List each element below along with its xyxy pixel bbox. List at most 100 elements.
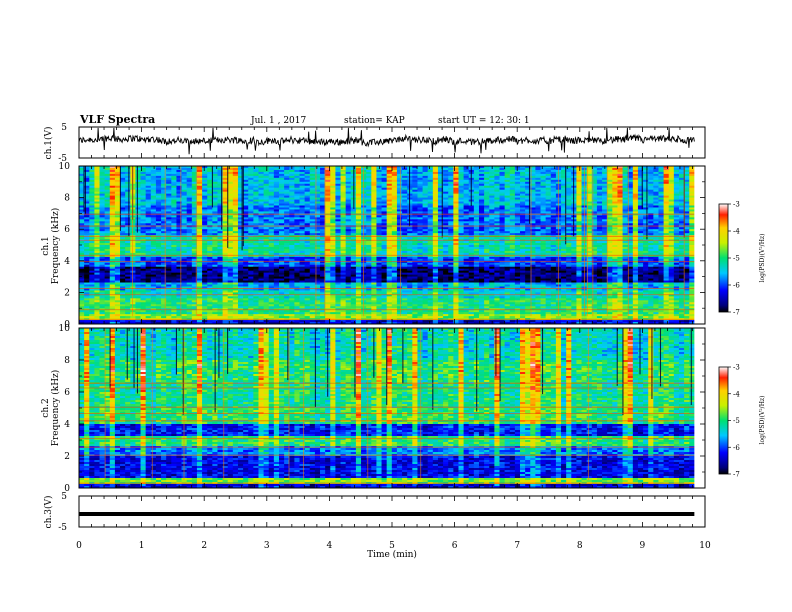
spectrogram-cell — [330, 177, 336, 181]
spectrogram-cell — [509, 185, 516, 189]
spectrogram-cell — [566, 167, 572, 171]
spectrogram-cell — [648, 177, 654, 181]
spectrogram-cell — [386, 173, 393, 177]
spectrogram-cell — [304, 201, 311, 204]
spectrogram-cell — [525, 201, 531, 204]
spectrogram-cell — [678, 175, 685, 179]
spectrogram-cell — [202, 187, 208, 191]
spectrogram-cell — [104, 197, 111, 200]
spectrogram-cell — [304, 193, 311, 197]
spectrogram-cell — [566, 201, 572, 204]
spectrogram-cell — [237, 197, 244, 200]
spectrogram-cell — [396, 181, 403, 185]
spectrogram-cell — [202, 171, 208, 175]
spectrogram-cell — [535, 195, 541, 199]
spectrogram-cell — [114, 179, 121, 183]
spectrogram-cell — [314, 193, 321, 197]
spectrogram-cell — [309, 181, 316, 185]
spectrogram-cell — [663, 179, 670, 183]
spectrogram-cell — [443, 183, 449, 187]
spectrogram-cell — [550, 201, 557, 204]
spectrogram-cell — [181, 181, 188, 185]
spectrogram-cell — [396, 191, 403, 195]
spectrogram-cell — [484, 191, 490, 195]
spectrogram-cell — [535, 191, 541, 195]
spectrogram-cell — [663, 193, 670, 197]
spectrogram-cell — [617, 179, 623, 183]
spectrogram-cell — [637, 173, 644, 177]
spectrogram-cell — [520, 171, 526, 175]
spectrogram-cell — [196, 193, 203, 197]
spectrogram-cell — [325, 203, 331, 206]
spectrogram-cell — [427, 193, 434, 197]
spectrogram-cell — [217, 187, 223, 191]
spectrogram-cell — [340, 175, 347, 179]
spectrogram-cell — [289, 191, 295, 195]
spectrogram-cell — [186, 203, 193, 206]
spectrogram-cell — [309, 189, 316, 193]
spectrogram-cell — [525, 171, 531, 175]
spectrogram-cell — [135, 181, 141, 185]
spectrogram-cell — [473, 201, 480, 204]
spectrogram-cell — [678, 179, 685, 183]
spectrogram-cell — [109, 181, 116, 185]
spectrogram-cell — [658, 199, 664, 202]
spectrogram-cell — [299, 173, 306, 177]
spectrogram-cell — [191, 183, 198, 187]
spectrogram-cell — [355, 169, 362, 173]
spectrogram-cell — [473, 197, 480, 200]
spectrogram-cell — [278, 189, 285, 193]
spectrogram-cell — [494, 181, 500, 185]
spectrogram-cell — [489, 197, 495, 200]
spectrogram-cell — [166, 179, 172, 183]
spectrogram-cell — [684, 171, 690, 175]
spectrogram-cell — [181, 199, 188, 202]
spectrogram-cell — [561, 169, 567, 173]
spectrogram-cell — [627, 183, 634, 187]
spectrogram-cell — [202, 175, 208, 179]
spectrogram-cell — [391, 166, 398, 169]
spectrogram-cell — [386, 195, 393, 199]
spectrogram-cell — [217, 169, 223, 173]
spectrogram-cell — [202, 169, 208, 173]
spectrogram-cell — [586, 185, 593, 189]
spectrogram-cell — [453, 179, 459, 183]
spectrogram-cell — [145, 185, 152, 189]
spectrogram-cell — [335, 193, 341, 197]
spectrogram-cell — [376, 167, 382, 171]
spectrogram-cell — [596, 201, 603, 204]
spectrogram-cell — [243, 193, 249, 197]
spectrogram-cell — [535, 193, 541, 197]
spectrogram-cell — [79, 171, 85, 175]
spectrogram-cell — [232, 166, 239, 169]
spectrogram-cell — [227, 177, 234, 181]
spectrogram-cell — [94, 185, 100, 189]
spectrogram-cell — [325, 201, 331, 204]
spectrogram-cell — [540, 189, 547, 193]
spectrogram-cell — [135, 189, 141, 193]
spectrogram-cell — [591, 187, 598, 191]
spectrogram-cell — [371, 169, 377, 173]
spectrogram-cell — [499, 193, 506, 197]
spectrogram-cell — [566, 191, 572, 195]
spectrogram-cell — [243, 197, 249, 200]
spectrogram-cell — [561, 179, 567, 183]
spectrogram-cell — [166, 203, 172, 206]
spectrogram-cell — [94, 203, 100, 206]
spectrogram-cell — [191, 175, 198, 179]
spectrogram-cell — [514, 181, 521, 185]
spectrogram-cell — [607, 169, 613, 173]
spectrogram-cell — [381, 195, 388, 199]
spectrogram-cell — [330, 179, 336, 183]
spectrogram-cell — [79, 187, 85, 191]
spectrogram-cell — [268, 171, 275, 175]
spectrogram-cell — [545, 179, 552, 183]
spectrogram-cell — [489, 183, 495, 187]
spectrogram-cell — [627, 195, 634, 199]
spectrogram-cell — [504, 177, 511, 181]
spectrogram-cell — [155, 187, 162, 191]
spectrogram-cell — [181, 166, 188, 169]
spectrogram-cell — [678, 181, 685, 185]
spectrogram-cell — [94, 179, 100, 183]
spectrogram-cell — [499, 197, 506, 200]
